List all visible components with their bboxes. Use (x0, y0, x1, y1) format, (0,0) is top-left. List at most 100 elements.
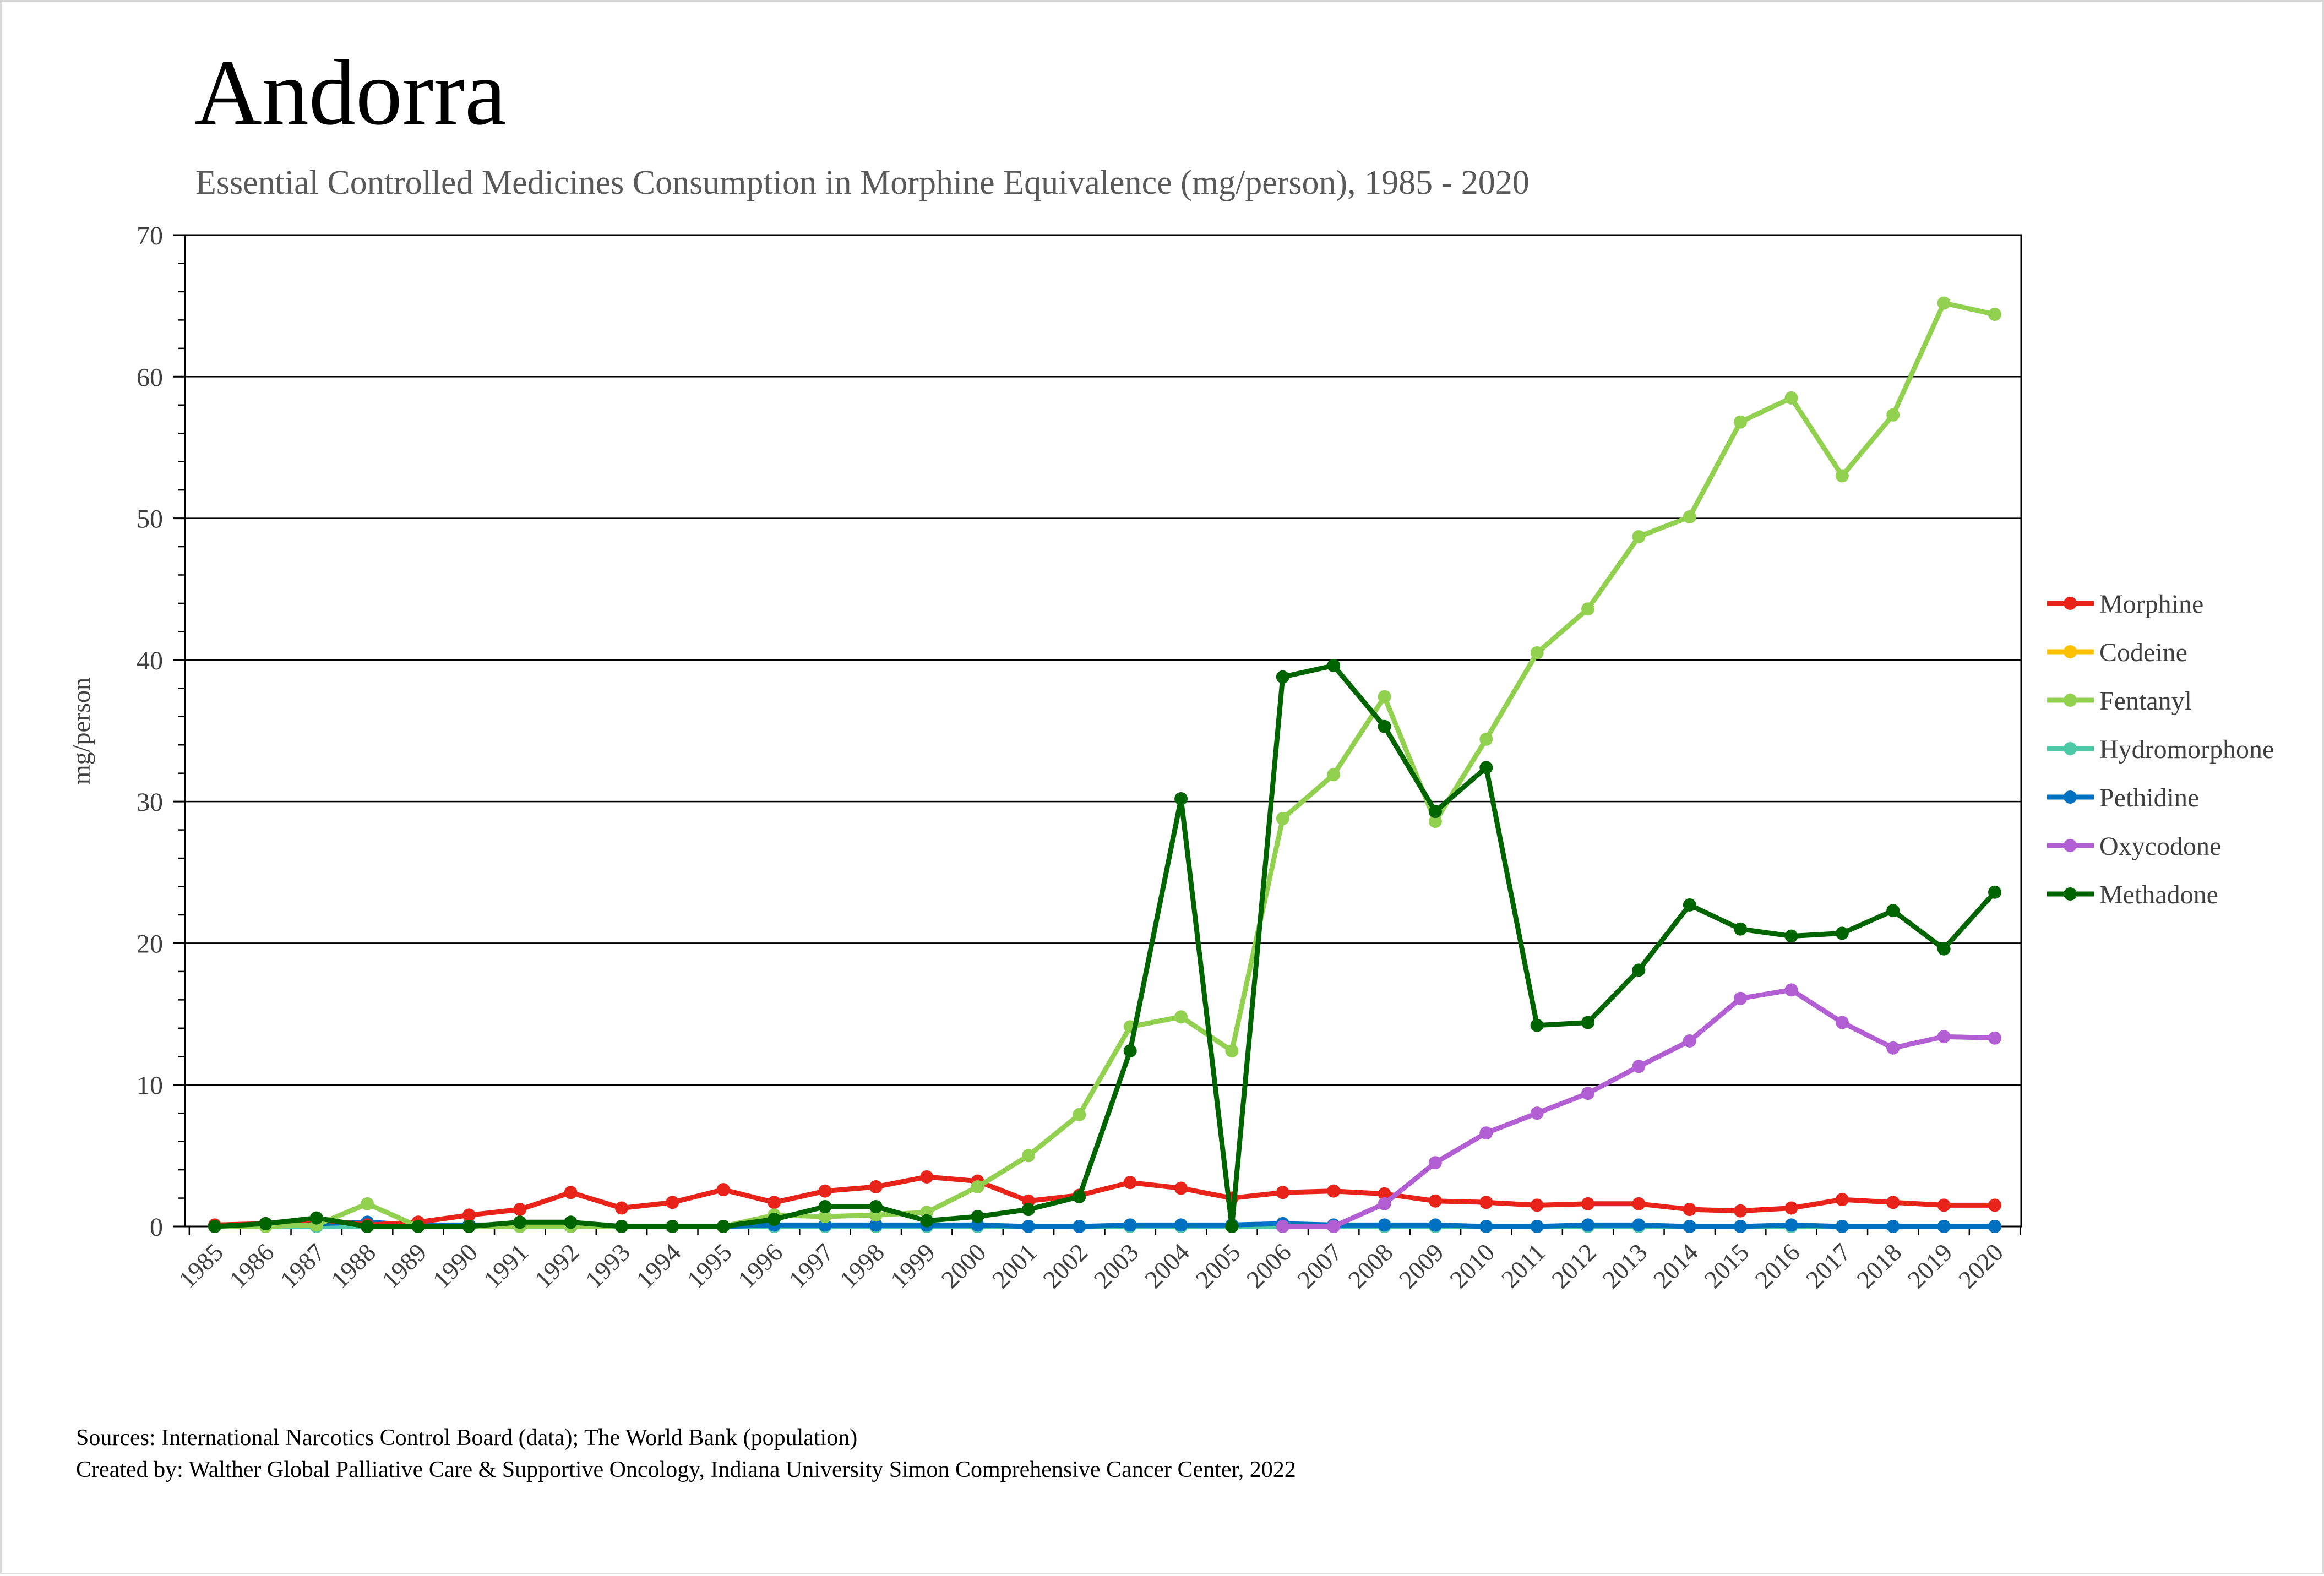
data-point (1683, 1034, 1696, 1048)
data-point (1988, 1198, 2001, 1212)
data-point (869, 1199, 883, 1213)
data-point (1632, 1218, 1646, 1232)
data-point (361, 1220, 374, 1233)
data-point (1886, 408, 1900, 422)
legend-label: Oxycodone (2099, 832, 2221, 861)
legend-label: Pethidine (2099, 783, 2199, 812)
y-tick-label: 0 (150, 1213, 163, 1242)
data-point (1581, 1087, 1595, 1100)
data-point (716, 1220, 730, 1233)
data-point (1632, 1060, 1646, 1073)
series-layer (208, 296, 2001, 1233)
y-tick-label: 50 (137, 505, 163, 534)
data-point (411, 1220, 425, 1233)
data-point (1784, 1218, 1798, 1232)
x-tick-label: 2012 (1546, 1238, 1602, 1294)
data-point (1937, 1198, 1951, 1212)
x-tick-label: 1994 (630, 1238, 686, 1294)
data-point (1530, 646, 1544, 659)
data-point (1276, 812, 1289, 826)
data-point (768, 1213, 781, 1226)
legend-item-hydromorphone: Hydromorphone (2047, 735, 2274, 764)
legend-item-morphine: Morphine (2047, 590, 2203, 619)
data-point (1988, 308, 2001, 321)
data-point (462, 1220, 476, 1233)
data-point (1581, 1016, 1595, 1029)
legend-label: Morphine (2099, 590, 2203, 619)
data-point (1021, 1149, 1035, 1163)
data-point (1021, 1203, 1035, 1217)
data-point (1123, 1176, 1137, 1190)
x-tick-label: 2013 (1597, 1238, 1652, 1294)
x-tick-label: 2003 (1088, 1238, 1144, 1294)
legend-label: Methadone (2099, 880, 2218, 909)
data-point (666, 1220, 679, 1233)
x-tick-label: 2017 (1800, 1238, 1856, 1294)
x-tick-label: 1997 (783, 1238, 839, 1294)
data-point (869, 1180, 883, 1193)
legend-item-pethidine: Pethidine (2047, 783, 2199, 812)
data-point (1683, 898, 1696, 912)
data-point (1886, 1041, 1900, 1055)
data-point (1021, 1220, 1035, 1233)
y-axis-label: mg/person (67, 678, 95, 784)
data-point (1428, 1156, 1442, 1170)
data-point (1428, 1194, 1442, 1208)
x-tick-label: 1996 (732, 1238, 788, 1294)
data-point (1988, 885, 2001, 899)
data-point (1225, 1044, 1239, 1057)
data-point (1530, 1018, 1544, 1032)
x-tick-label: 2005 (1190, 1238, 1245, 1294)
x-tick-label: 2000 (936, 1238, 992, 1294)
x-tick-label: 2011 (1496, 1238, 1551, 1293)
data-point (1632, 1197, 1646, 1210)
x-tick-label: 2020 (1953, 1238, 2009, 1294)
x-tick-label: 2019 (1902, 1238, 1958, 1294)
x-tick-label: 1990 (427, 1238, 483, 1294)
data-point (1937, 296, 1951, 310)
x-tick-label: 1998 (834, 1238, 890, 1294)
legend-item-fentanyl: Fentanyl (2047, 686, 2192, 716)
data-point (1632, 530, 1646, 544)
data-point (1683, 1203, 1696, 1217)
x-tick-label: 1993 (580, 1238, 635, 1294)
data-point (462, 1208, 476, 1222)
x-tick-label: 2007 (1292, 1238, 1347, 1294)
x-tick-label: 2008 (1342, 1238, 1398, 1294)
legend-item-codeine: Codeine (2047, 638, 2187, 667)
x-tick-label: 2001 (987, 1238, 1042, 1294)
legend-swatch-marker (2064, 597, 2077, 610)
y-tick-label: 40 (137, 646, 163, 675)
data-point (1073, 1220, 1086, 1233)
data-point (716, 1183, 730, 1197)
data-point (1378, 690, 1391, 704)
x-tick-label: 1987 (275, 1238, 330, 1294)
data-point (869, 1218, 883, 1232)
data-point (513, 1215, 527, 1229)
series-line-methadone (212, 663, 1998, 1229)
data-point (614, 1201, 628, 1215)
series-fentanyl (208, 296, 2001, 1233)
data-point (818, 1199, 832, 1213)
legend-swatch-marker (2064, 790, 2077, 804)
data-point (1835, 1016, 1849, 1029)
chart-subtitle: Essential Controlled Medicines Consumpti… (195, 164, 1530, 201)
y-tick-label: 30 (137, 788, 163, 817)
data-point (614, 1220, 628, 1233)
data-point (1327, 1220, 1341, 1233)
data-point (564, 1215, 578, 1229)
data-point (1734, 415, 1748, 429)
x-tick-label: 2018 (1851, 1238, 1907, 1294)
chart-footer: Sources: International Narcotics Control… (76, 1422, 1296, 1486)
data-point (920, 1214, 934, 1228)
data-point (1530, 1106, 1544, 1120)
data-point (1784, 391, 1798, 405)
data-point (1327, 1184, 1341, 1198)
data-point (1835, 1220, 1849, 1233)
data-point (920, 1170, 934, 1184)
data-point (1632, 963, 1646, 977)
data-point (1479, 1220, 1493, 1233)
data-point (1378, 1187, 1391, 1201)
axes: 0102030405060701985198619871988198919901… (137, 221, 2021, 1294)
